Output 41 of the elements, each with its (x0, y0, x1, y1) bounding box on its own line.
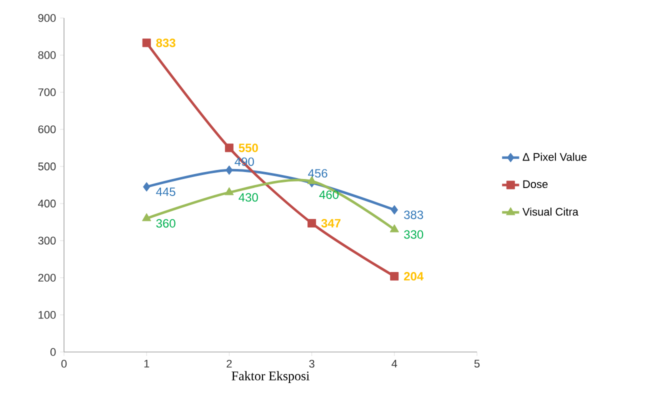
point (390, 205, 398, 215)
y-tick-label: 400 (38, 200, 56, 208)
data-label: 445 (156, 188, 176, 196)
y-tick-label: 700 (38, 88, 56, 96)
legend-label: Δ Pixel Value (522, 152, 587, 161)
point (224, 187, 234, 196)
data-label: 383 (404, 210, 424, 220)
point (142, 38, 151, 48)
x-tick-label: 0 (61, 360, 67, 368)
point (226, 165, 233, 175)
data-label: 330 (404, 230, 424, 239)
point (142, 182, 150, 192)
y-tick-label: 100 (38, 310, 56, 319)
y-tick-label: 200 (38, 274, 56, 282)
data-label: 360 (156, 219, 176, 228)
data-label: 833 (156, 38, 176, 48)
x-tick-label: 2 (226, 360, 232, 368)
x-tick-label: 1 (144, 360, 150, 368)
data-label: 347 (321, 218, 340, 228)
point (308, 218, 316, 228)
legend-label: Dose (523, 180, 548, 188)
x-tick-label: 3 (309, 360, 314, 368)
data-label: 456 (308, 169, 328, 178)
data-label: 460 (319, 190, 339, 199)
x-axis-title: Faktor Eksposi (232, 371, 310, 383)
y-tick-label: 0 (50, 348, 56, 356)
y-tick-label: 800 (38, 51, 56, 59)
y-tick-label: 300 (38, 236, 56, 245)
x-tick-label: 5 (474, 360, 480, 368)
y-tick-label: 600 (38, 125, 56, 134)
point (142, 213, 152, 222)
point (390, 224, 399, 232)
point (224, 144, 234, 152)
x-tick-label: 4 (392, 360, 398, 368)
data-label: 204 (404, 272, 424, 281)
y-tick-label: 900 (38, 14, 56, 22)
y-tick-label: 500 (38, 162, 56, 170)
point (390, 272, 399, 281)
data-label: 550 (238, 144, 258, 152)
data-label: 430 (238, 193, 258, 202)
legend-label: Visual Citra (522, 208, 578, 216)
